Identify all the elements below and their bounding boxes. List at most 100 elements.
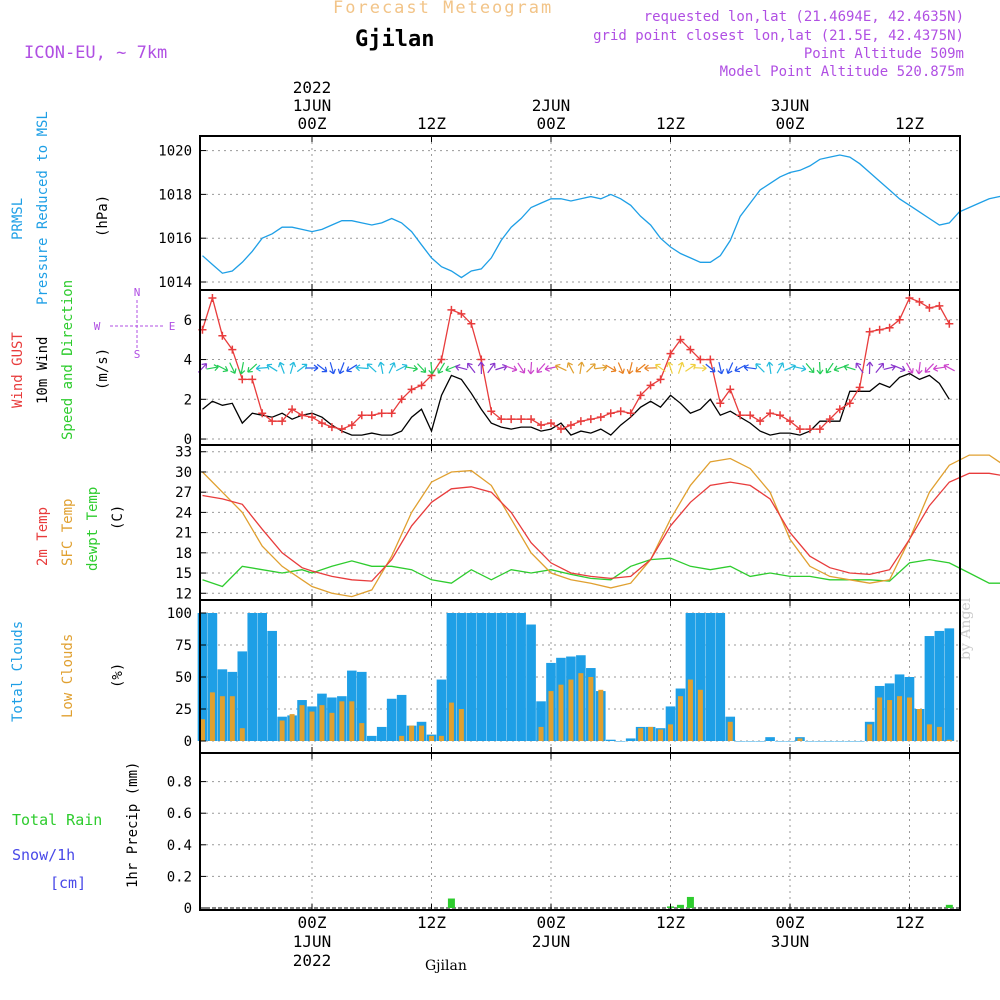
low-cloud-bar [239,728,245,741]
total-cloud-bar [207,613,218,741]
arrow-head [230,368,237,374]
arrow-shaft [705,363,716,373]
wind-direction-arrow [766,361,774,375]
wind-direction-arrow [487,362,496,374]
total-cloud-bar [775,741,785,742]
bottom-hour-label: 12Z [656,913,685,932]
arrow-shaft [417,363,427,373]
arrow-shaft [545,366,557,370]
arrow-shaft [905,362,914,374]
gust-marker [347,421,356,430]
total-cloud-bar [625,738,636,741]
low-cloud-bar [279,720,285,741]
wind-direction-arrow [644,364,657,372]
total-cloud-bar [267,630,277,741]
rain-bar [676,904,684,908]
compass-w: W [94,320,101,333]
top-hour-label: 00Z [776,114,805,133]
wind-direction-arrow [793,365,807,372]
arrow-shaft [229,362,236,374]
arrow-shaft [744,366,757,370]
gust-marker [815,425,824,434]
gust-marker [706,355,715,364]
gust-marker [258,409,267,418]
arrow-head [346,366,352,373]
wind-direction-arrow [316,363,328,373]
low-cloud-bar [588,677,594,741]
arrow-shaft [536,363,546,373]
arrow-head [825,367,832,374]
wind-direction-arrow [605,364,617,373]
low-cloud-bar [429,735,434,741]
low-cloud-bar [887,700,893,741]
gust-marker [795,425,804,434]
gust-marker [716,399,725,408]
total-cloud-bar [615,741,626,742]
arrow-head [943,363,950,370]
arrow-shaft [825,362,834,374]
arrow-shaft [694,367,707,369]
wind-direction-arrow [266,363,278,372]
bottom-hour-label: 12Z [417,913,446,932]
arrow-shaft [240,361,245,375]
arrow-head [329,368,336,375]
arrow-shaft [843,365,856,371]
arrow-head [321,366,328,373]
arrow-head [389,362,396,368]
arrow-shaft [279,362,285,374]
wind-direction-arrow [544,365,557,372]
gust-marker [467,319,476,328]
low-cloud-bar [936,726,942,741]
y-tick-label: 1016 [158,231,192,247]
gust-marker [805,425,814,434]
wind-direction-arrow [577,361,585,375]
arrow-head [412,364,418,372]
y-tick-label: 0.4 [167,838,192,854]
low-cloud-bar [209,692,215,741]
low-cloud-bar [867,724,873,741]
arrow-shaft [605,364,617,372]
gust-marker [656,375,665,384]
arrow-head [743,364,749,372]
wind-direction-arrow [197,363,208,373]
gust-marker [676,335,685,344]
arrow-shaft [594,366,607,370]
arrow-shaft [487,362,496,374]
bottom-day-label: 2JUN [532,932,571,951]
arrow-head [428,369,436,375]
y-tick-label: 25 [175,702,192,718]
gust-marker [367,411,376,420]
arrow-shaft [924,363,935,373]
y-tick-label: 0.2 [167,869,192,885]
gust-marker [855,383,864,392]
snow-label: Snow/1h [12,846,75,864]
wind-dir-label: Speed and Direction [60,280,76,440]
arrow-head [420,367,427,373]
arrow-shaft [586,363,596,373]
model-altitude: Model Point Altitude 520.875m [719,64,964,80]
wind-direction-arrow [825,362,834,374]
gust-marker [397,395,406,404]
low-cloud-bar [648,726,654,741]
meteogram-title: Forecast Meteogram [333,0,554,18]
wind-direction-arrow [306,364,319,372]
arrow-shaft [396,364,408,372]
arrow-head [519,368,526,374]
arrow-head [808,367,815,374]
wind-direction-arrow [296,363,308,373]
top-hour-label: 00Z [537,114,566,133]
arrow-shaft [329,362,335,374]
wind-direction-arrow [467,362,476,374]
low-cloud-bar [907,697,912,741]
dewpoint-line [202,557,1000,588]
gust-marker [497,415,506,424]
total-cloud-bar [665,706,676,741]
gust-marker [308,413,316,422]
wind-direction-arrow [566,362,575,374]
arrow-shaft [206,366,219,370]
arrow-shaft [430,361,433,375]
low-cloud-bar [877,697,883,741]
total-cloud-bar [536,701,546,741]
total-cloud-bar [735,741,746,742]
low-cloud-bar [538,726,544,741]
